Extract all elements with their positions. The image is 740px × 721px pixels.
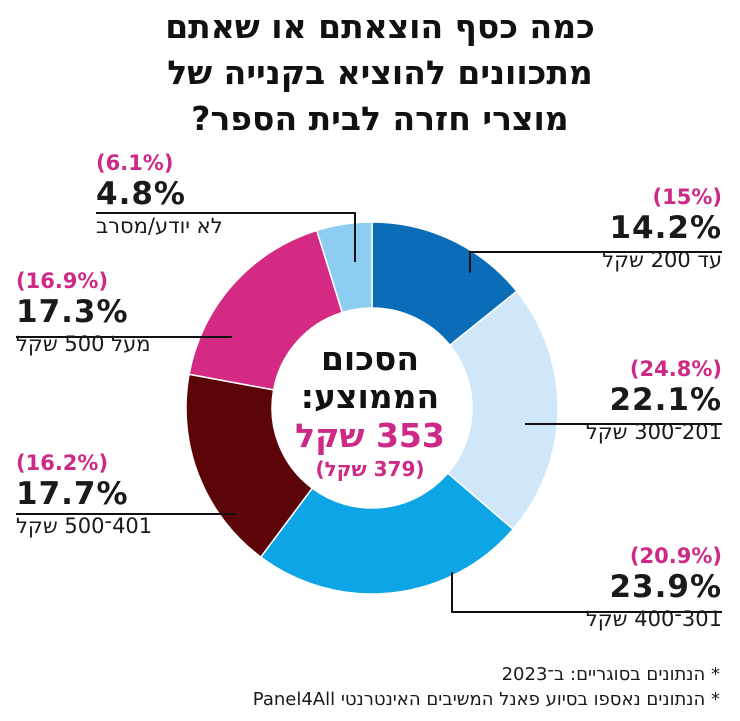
average-previous-value: (379 שקל) [315,457,425,481]
footnote-2: * הנתונים נאספו בסיוע פאנל המשיבים האינט… [252,689,720,710]
label-over-500: (16.9%) 17.3% מעל 500 שקל [16,268,151,358]
leader-up-to-200 [469,251,722,273]
value-label: 23.9% [609,569,722,605]
previous-value-label: (16.2%) [16,451,109,475]
footnote-1: * הנתונים בסוגריים: ב־2023 [501,664,720,685]
label-301-400: (20.9%) 23.9% 301־400 שקל [586,543,722,633]
previous-value-label: (16.9%) [16,269,109,293]
value-label: 4.8% [96,176,186,212]
donut-hole [272,308,472,508]
previous-value-label: (6.1%) [96,151,174,175]
category-label: 401־500 שקל [16,514,153,538]
value-label: 17.3% [16,294,129,330]
previous-value-label: (24.8%) [629,357,722,381]
label-up-to-200: (15%) 14.2% עד 200 שקל [602,184,722,274]
label-401-500: (16.2%) 17.7% 401־500 שקל [16,450,152,540]
value-label: 22.1% [609,382,722,418]
category-label: עד 200 שקל [602,248,722,272]
category-label: 301־400 שקל [585,607,722,631]
leader-301-400 [451,572,722,613]
category-label: לא יודע/מסרב [96,214,223,238]
footnotes: * הנתונים בסוגריים: ב־2023 * הנתונים נאס… [253,662,720,712]
title-line-1: כמה כסף הוצאתם או שאתם [165,7,595,46]
average-value: 353 שקל [295,416,445,455]
value-label: 17.7% [16,476,129,512]
previous-value-label: (20.9%) [629,544,722,568]
leader-lines [16,212,722,613]
category-label: מעל 500 שקל [16,332,151,356]
center-line-1: הסכום [320,339,420,378]
average-amount: הסכום הממוצע: 353 שקל (379 שקל) [270,340,470,482]
category-label: 201־300 שקל [585,420,722,444]
label-dont-know: (6.1%) 4.8% לא יודע/מסרב [96,150,223,240]
label-201-300: (24.8%) 22.1% 201־300 שקל [586,356,722,446]
leader-dont-know [96,212,356,262]
title-line-2: מתכוונים להוציא בקנייה של [167,53,593,92]
title-line-3: מוצרי חזרה לבית הספר? [191,99,569,138]
donut-slices [185,221,559,595]
chart-title: כמה כסף הוצאתם או שאתם מתכוונים להוציא ב… [60,4,700,142]
center-line-2: הממוצע: [300,377,440,416]
value-label: 14.2% [609,210,722,246]
previous-value-label: (15%) [652,185,722,209]
